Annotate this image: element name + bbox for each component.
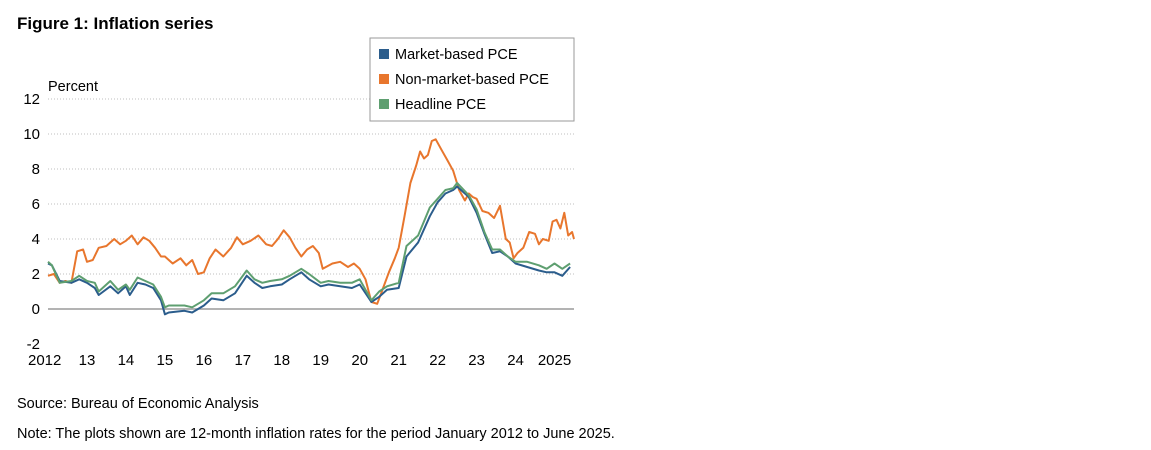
legend-box [369,37,575,122]
y-axis-label: Percent [48,79,98,95]
y-tick-labels: -2 0 2 4 6 8 10 12 [23,91,40,353]
x-tick-2020: 20 [351,352,368,369]
figure-title: Figure 1: Inflation series [17,14,214,33]
x-tick-2019: 19 [312,352,329,369]
x-tick-2018: 18 [273,352,290,369]
x-tick-2016: 16 [196,352,213,369]
legend-swatch-headline [379,99,389,109]
series-lines [47,138,575,316]
y-tick-6: 6 [32,196,40,213]
x-tick-labels: 2012 13 14 15 16 17 18 19 20 21 22 23 24 2025 [28,352,571,369]
y-tick--2: -2 [27,336,40,353]
x-tick-2013: 13 [79,352,96,369]
y-tick-4: 4 [32,231,40,248]
legend-label-nonmarket: Non-market-based PCE [395,72,549,88]
y-tick-2: 2 [32,266,40,283]
y-tick-8: 8 [32,161,40,178]
gridlines [48,98,574,310]
legend: Market-based PCE Non-market-based PCE Head… [369,37,575,122]
footnote: Note: The plots shown are 12-month infla… [17,426,615,442]
legend-swatch-nonmarket [379,74,389,84]
x-tick-2017: 17 [234,352,251,369]
x-tick-2015: 15 [157,352,174,369]
source-note: Source: Bureau of Economic Analysis [17,396,259,412]
legend-label-market: Market-based PCE [395,47,518,63]
y-tick-12: 12 [23,91,40,108]
x-tick-2024: 24 [507,352,524,369]
legend-label-headline: Headline PCE [395,97,486,113]
y-tick-10: 10 [23,126,40,143]
x-tick-2012: 2012 [28,352,61,369]
y-tick-0: 0 [32,301,40,318]
x-tick-2022: 22 [429,352,446,369]
series-line-nonmarket [47,138,575,305]
x-tick-2023: 23 [468,352,485,369]
x-tick-2014: 14 [118,352,135,369]
legend-swatch-market [379,49,389,59]
x-tick-2021: 21 [390,352,407,369]
series-line-headline [47,182,571,309]
x-tick-2025: 2025 [538,352,571,369]
